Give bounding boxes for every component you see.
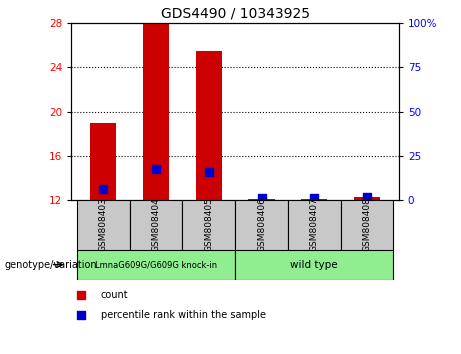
Bar <box>288 200 341 250</box>
Bar <box>130 200 182 250</box>
Point <box>363 194 371 200</box>
Bar <box>90 122 116 200</box>
Bar <box>77 200 130 250</box>
Point <box>77 292 85 298</box>
Bar <box>301 199 327 200</box>
Text: GSM808408: GSM808408 <box>363 197 372 252</box>
Text: wild type: wild type <box>290 259 338 270</box>
Bar <box>235 200 288 250</box>
Point <box>311 195 318 201</box>
Point <box>258 195 265 201</box>
Text: GSM808405: GSM808405 <box>204 197 213 252</box>
Text: genotype/variation: genotype/variation <box>5 259 97 270</box>
Bar <box>354 197 380 200</box>
Title: GDS4490 / 10343925: GDS4490 / 10343925 <box>160 6 310 21</box>
Bar <box>341 200 394 250</box>
Bar <box>143 23 169 200</box>
Point <box>77 312 85 318</box>
Text: count: count <box>101 290 129 300</box>
Point <box>152 166 160 172</box>
Bar <box>195 51 222 200</box>
Text: GSM808407: GSM808407 <box>310 197 319 252</box>
Text: LmnaG609G/G609G knock-in: LmnaG609G/G609G knock-in <box>95 260 217 269</box>
Bar <box>77 250 235 280</box>
Bar <box>235 250 394 280</box>
Text: GSM808406: GSM808406 <box>257 197 266 252</box>
Text: GSM808403: GSM808403 <box>99 197 107 252</box>
Bar <box>182 200 235 250</box>
Text: percentile rank within the sample: percentile rank within the sample <box>101 310 266 320</box>
Bar <box>248 199 275 200</box>
Point <box>100 186 107 192</box>
Text: GSM808404: GSM808404 <box>151 198 160 252</box>
Point <box>205 170 213 175</box>
